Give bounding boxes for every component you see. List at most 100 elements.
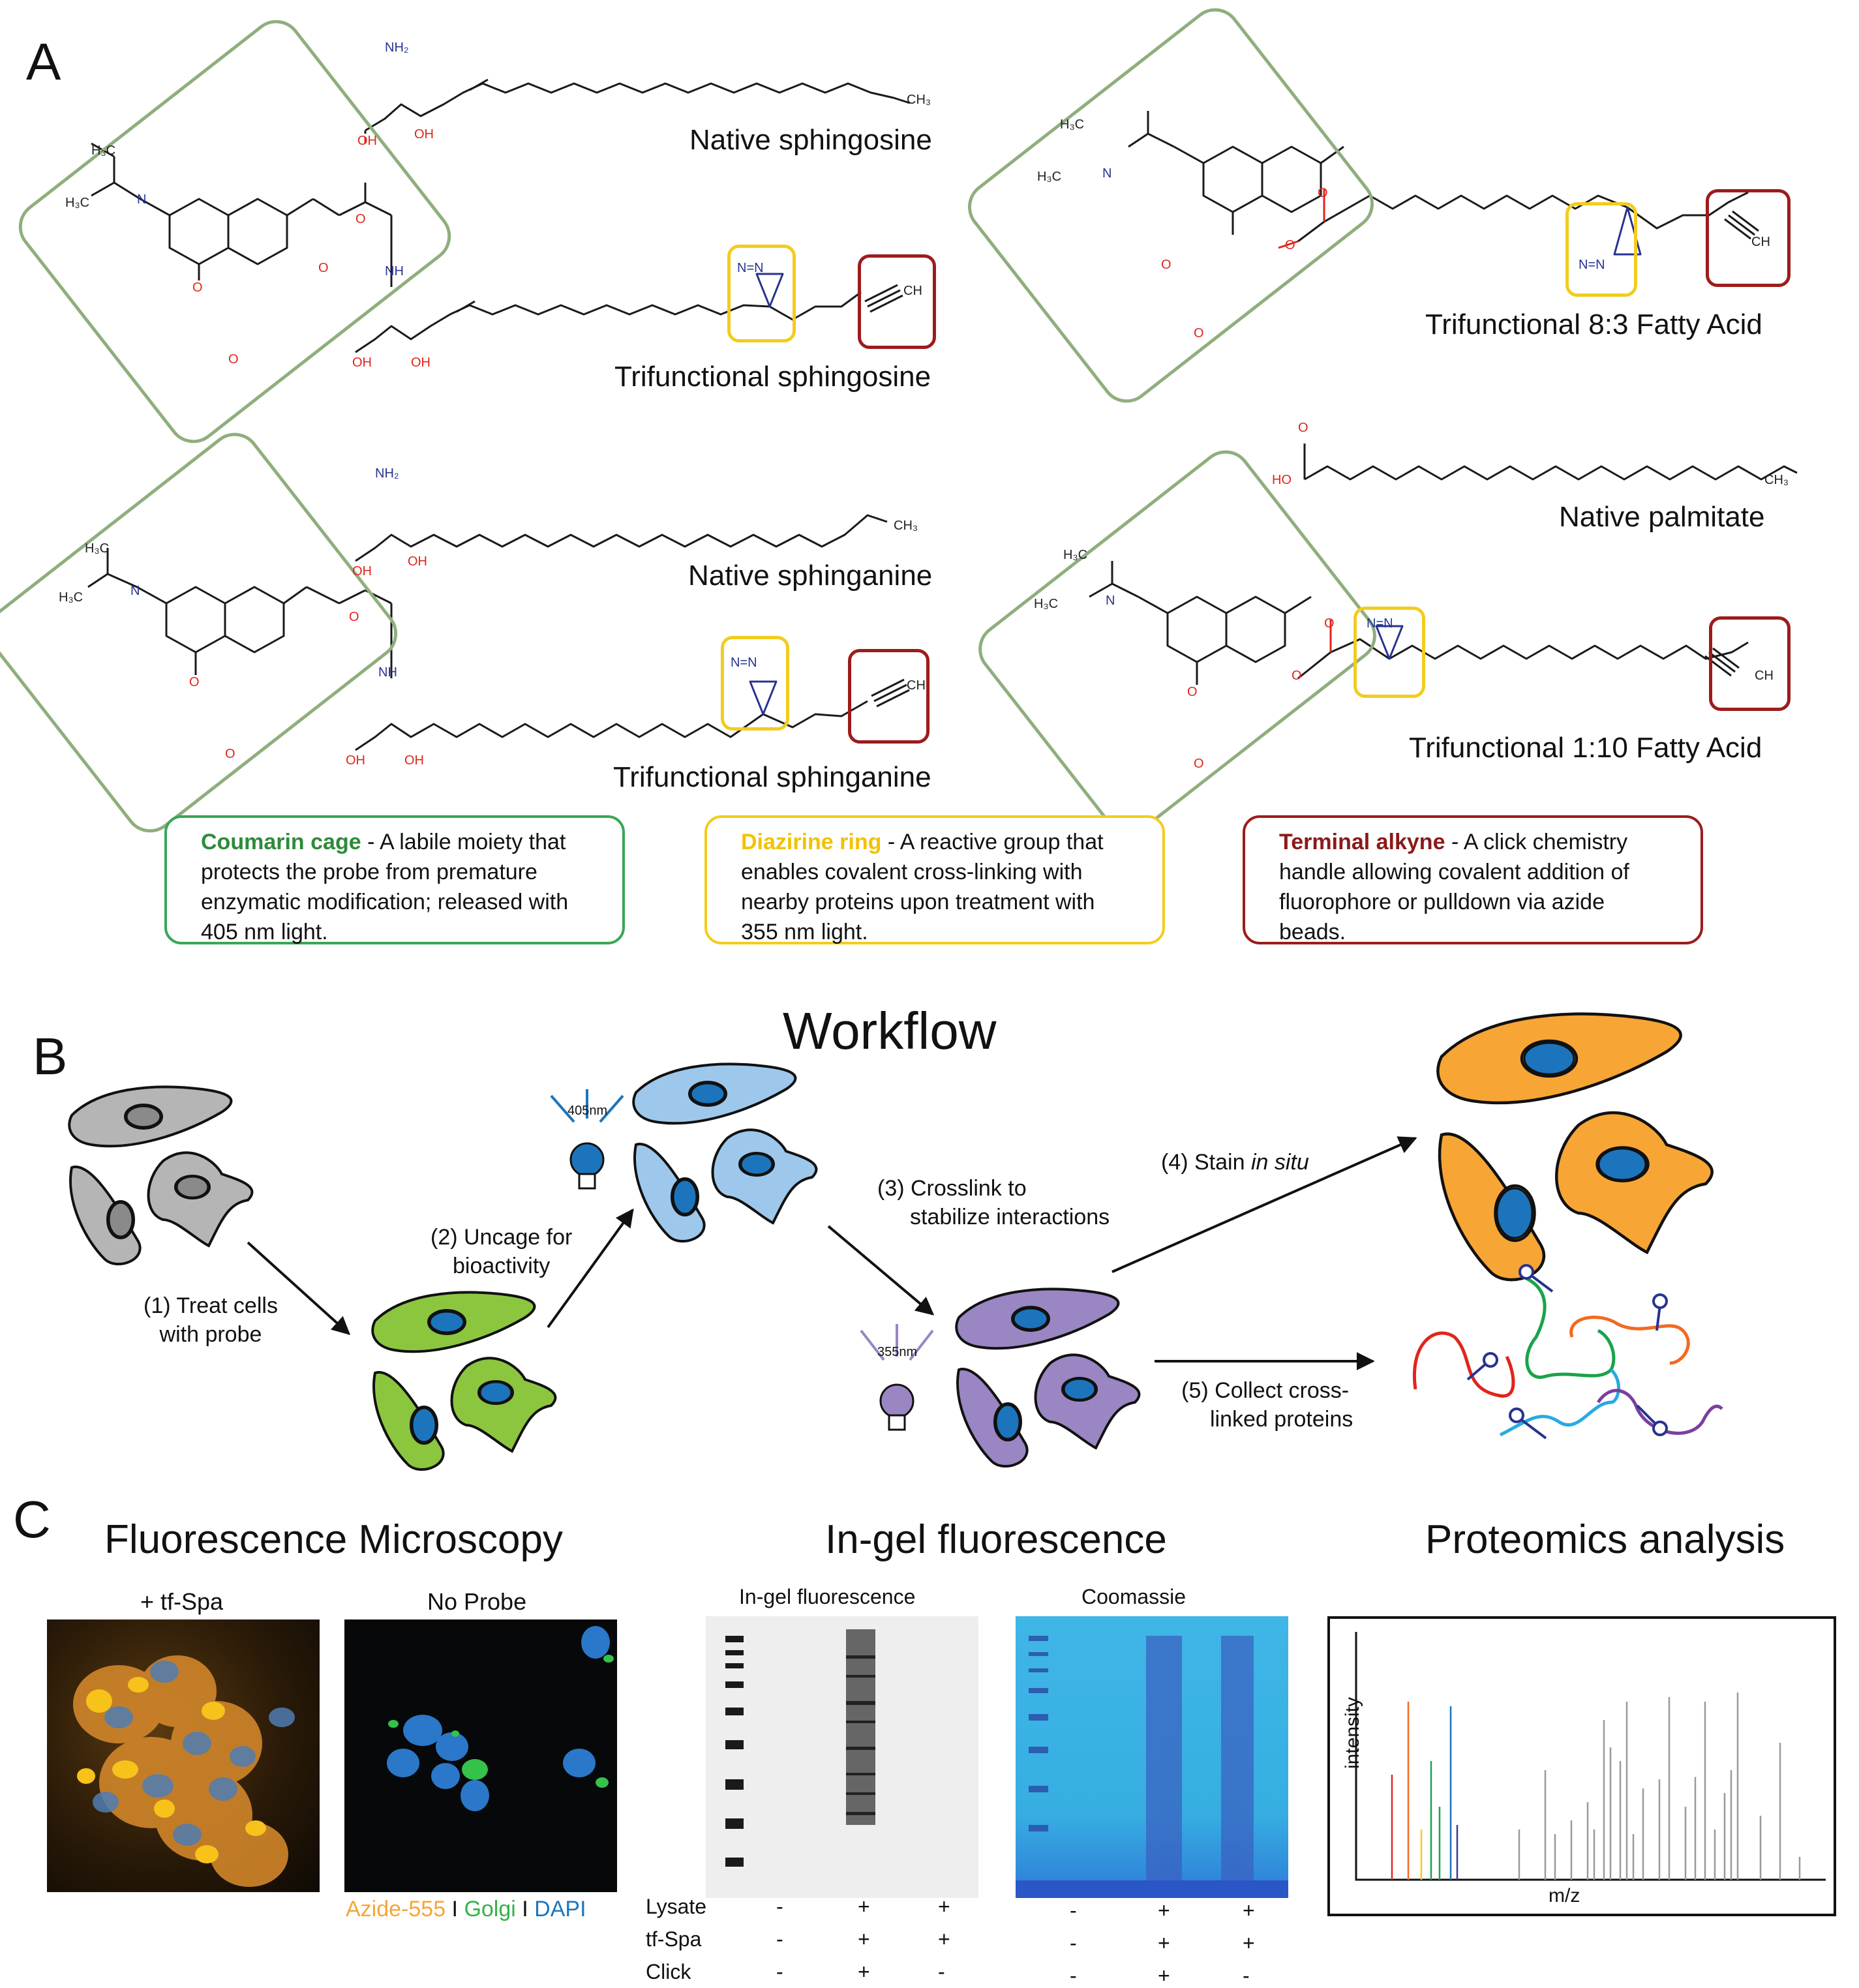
stain-sep-1: I (446, 1897, 464, 1921)
cells-gray (68, 1085, 254, 1266)
atom-ch: CH (1755, 669, 1774, 683)
stain-golgi: Golgi (464, 1897, 516, 1921)
atom-ch3: CH₃ (1764, 473, 1789, 487)
atom-oh: OH (414, 127, 434, 142)
panel-letter-b: B (33, 1027, 68, 1085)
bulb-405-label: 405nm (567, 1104, 608, 1118)
atom-nh: NH (378, 665, 397, 680)
label-trifunctional-sphinganine: Trifunctional sphinganine (613, 761, 931, 793)
alkyne-highlight-3 (1706, 189, 1791, 287)
atom-h3c: H₃C (1034, 597, 1059, 611)
stain-azide: Azide-555 (346, 1897, 446, 1921)
atom-o: O (192, 280, 203, 295)
cells-purple (955, 1288, 1141, 1468)
atom-o: O (355, 212, 366, 226)
legend-coumarin-text: - A labile moiety that protects the prob… (201, 830, 569, 944)
panel-a-structures (87, 78, 1798, 751)
atom-oh: OH (352, 355, 372, 370)
x-axis-label: m/z (1549, 1885, 1580, 1906)
coumarin-ring-2 (1128, 111, 1344, 235)
gel-fluor-cell: - (938, 1960, 945, 1983)
coumarin-ring-4 (1089, 561, 1312, 685)
atom-o: O (349, 610, 359, 624)
fatty-acid-83-chain (1297, 191, 1749, 243)
gel-coomassie-cell: - (1070, 1931, 1077, 1955)
atom-o: O (225, 747, 235, 761)
cells-blue (632, 1062, 818, 1243)
gel-fluorescence-image (706, 1616, 978, 1898)
atom-o: O (1324, 616, 1335, 631)
atom-o: O (1187, 685, 1198, 699)
atom-n: N (130, 584, 140, 598)
atom-ch: CH (903, 284, 922, 298)
gel-fluor-cell: - (776, 1960, 783, 1983)
micro-label-tf-spa: + tf-Spa (140, 1588, 224, 1615)
mass-spectrum (1355, 1632, 1826, 1881)
atom-o: O (1318, 186, 1328, 200)
step5-label: (5) Collect cross- linked proteins (1177, 1376, 1353, 1434)
bulb-355 (860, 1324, 934, 1431)
atom-h3c: H₃C (91, 143, 116, 158)
diazirine-highlight-3 (1565, 202, 1637, 297)
gel-fluor-cell: + (858, 1927, 870, 1951)
alkyne-highlight-1 (858, 254, 936, 349)
step3-label: (3) Crosslink to stabilize interactions (877, 1174, 1110, 1231)
step2-line1: (2) Uncage for (431, 1225, 573, 1250)
microscopy-tf-spa-image (47, 1619, 320, 1892)
atom-n-eq-n: N=N (1367, 616, 1393, 631)
legend-diazirine-text: - A reactive group that enables covalent… (741, 830, 1104, 944)
atom-oh: OH (357, 134, 377, 148)
atom-o: O (228, 352, 239, 367)
bulb-355-label: 355nm (877, 1345, 918, 1359)
legend-alkyne-text: - A click chemistry handle allowing cova… (1279, 830, 1629, 944)
atom-n-eq-n: N=N (1579, 258, 1605, 272)
atom-h3c: H₃C (59, 590, 83, 605)
step3-line1: (3) Crosslink to (877, 1176, 1027, 1201)
spectrum-axes (1355, 1632, 1826, 1881)
legend-diazirine-title: Diazirine ring (741, 830, 882, 854)
atom-oh: OH (404, 753, 424, 768)
step5-line1: (5) Collect cross- (1181, 1378, 1350, 1403)
step2-line2: bioactivity (453, 1254, 551, 1278)
proteomics-chart-frame: intensity m/z (1327, 1616, 1836, 1916)
atom-o: O (1194, 757, 1204, 771)
gel-coomassie-cell: + (1158, 1899, 1170, 1922)
diazirine-highlight-4 (1353, 607, 1425, 698)
atom-nh2: NH₂ (375, 466, 399, 481)
crosslinked-proteins (1413, 1264, 1723, 1439)
gel-fluor-cell: - (776, 1927, 783, 1951)
atom-ch3: CH₃ (894, 519, 918, 533)
gel-coomassie-image (1016, 1616, 1288, 1898)
gel-fluor-cell: + (858, 1960, 870, 1983)
atom-ho: HO (1272, 473, 1292, 487)
gel-coomassie-cell: + (1243, 1899, 1255, 1922)
stain-sep-2: I (515, 1897, 535, 1921)
gel-label-fluorescence: In-gel fluorescence (739, 1585, 916, 1608)
cells-orange (1438, 1014, 1712, 1280)
label-native-sphingosine: Native sphingosine (689, 124, 932, 156)
atom-n-eq-n: N=N (731, 655, 757, 670)
arrow-step3 (827, 1225, 935, 1316)
step1-line1: (1) Treat cells (144, 1293, 278, 1318)
atom-h3c: H₃C (65, 196, 90, 210)
atom-n: N (137, 192, 147, 207)
alkyne-highlight-4 (1709, 616, 1791, 711)
microscopy-no-probe-image (344, 1619, 617, 1892)
atom-h3c: H₃C (1060, 117, 1085, 132)
atom-h3c: H₃C (85, 541, 110, 556)
panel-letter-a: A (26, 33, 61, 91)
title-proteomics-analysis: Proteomics analysis (1425, 1517, 1785, 1562)
step5-line2: linked proteins (1210, 1407, 1353, 1432)
atom-nh: NH (385, 264, 404, 279)
label-trifunctional-110: Trifunctional 1:10 Fatty Acid (1409, 732, 1762, 764)
title-fluorescence-microscopy: Fluorescence Microscopy (104, 1517, 563, 1562)
step1-line2: with probe (159, 1322, 262, 1347)
step4-italic: in situ (1250, 1150, 1309, 1175)
fatty-acid-110-chain (1297, 638, 1749, 680)
step3-line2: stabilize interactions (910, 1205, 1110, 1229)
legend-coumarin-cage: Coumarin cage - A labile moiety that pro… (164, 815, 625, 944)
atom-n: N (1102, 166, 1112, 181)
legend-diazirine-ring: Diazirine ring - A reactive group that e… (704, 815, 1165, 944)
atom-oh: OH (408, 554, 427, 569)
gel-fluor-cell: + (858, 1895, 870, 1918)
